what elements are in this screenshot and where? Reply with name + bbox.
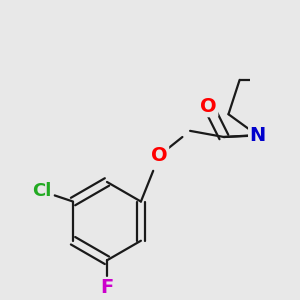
Text: Cl: Cl xyxy=(33,182,52,200)
Text: O: O xyxy=(200,97,217,116)
Text: O: O xyxy=(151,146,168,165)
Text: N: N xyxy=(250,126,266,145)
Text: F: F xyxy=(100,278,114,298)
